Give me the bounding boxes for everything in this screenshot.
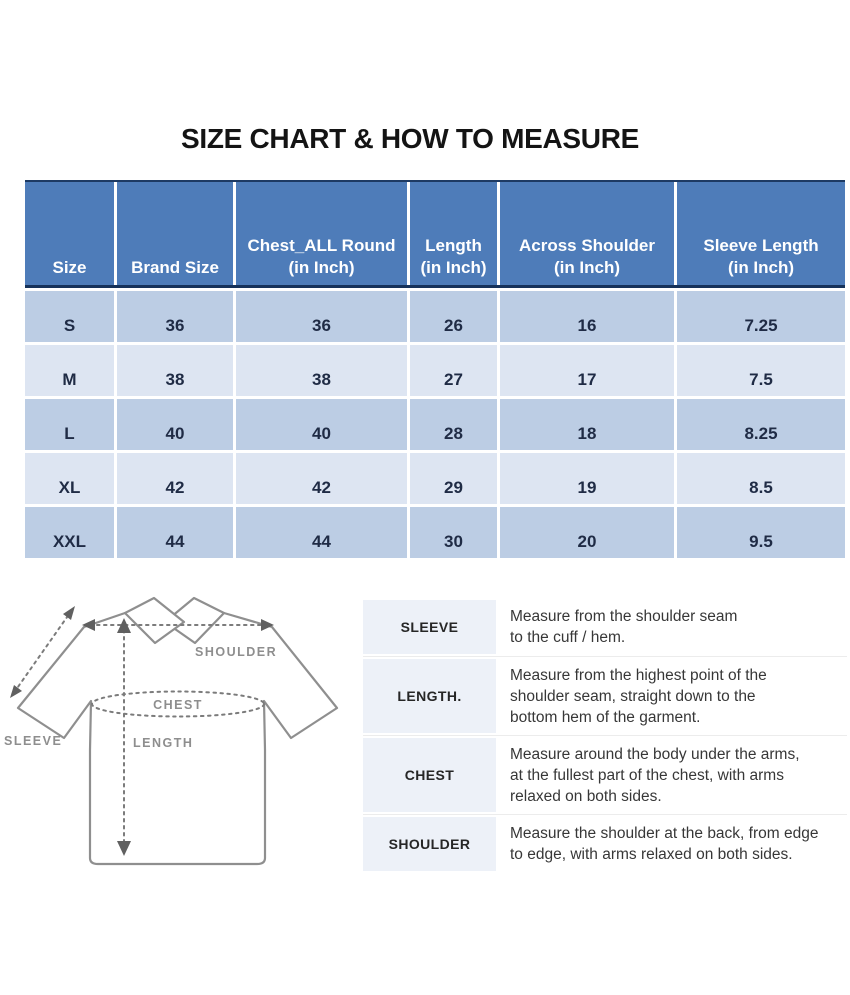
guide-description: Measure from the highest point of the sh… bbox=[496, 657, 847, 735]
column-header-label: Length bbox=[425, 235, 482, 255]
table-cell: 26 bbox=[410, 291, 497, 342]
table-cell: 38 bbox=[236, 345, 407, 396]
column-header-label: Brand Size bbox=[131, 257, 219, 277]
guide-description-line: to the cuff / hem. bbox=[510, 629, 626, 646]
table-cell: 40 bbox=[117, 399, 233, 450]
table-row-s: S 36 36 26 16 7.25 bbox=[25, 291, 845, 342]
column-header-label: Size bbox=[52, 257, 87, 277]
guide-term: LENGTH. bbox=[363, 659, 496, 733]
table-row-xl: XL 42 42 29 19 8.5 bbox=[25, 453, 845, 504]
sleeve-label: SLEEVE bbox=[4, 734, 62, 748]
table-cell: 42 bbox=[117, 453, 233, 504]
size-chart-header-row: Size Brand Size Chest_ALL Round (in Inch… bbox=[25, 180, 845, 288]
guide-description-line: bottom hem of the garment. bbox=[510, 708, 701, 726]
guide-description-line: Measure from the highest point of the bbox=[510, 666, 767, 684]
column-header-unit: (in Inch) bbox=[553, 257, 621, 277]
chest-label: CHEST bbox=[153, 698, 203, 712]
length-label: LENGTH bbox=[133, 736, 193, 750]
shirt-measure-diagram: SHOULDER CHEST LENGTH SLEEVE bbox=[2, 580, 358, 876]
shirt-diagram-svg: SHOULDER CHEST LENGTH SLEEVE bbox=[4, 596, 339, 866]
table-cell: 8.5 bbox=[677, 453, 845, 504]
column-header-length: Length (in Inch) bbox=[410, 182, 497, 285]
table-cell: 8.25 bbox=[677, 399, 845, 450]
table-cell: 16 bbox=[500, 291, 674, 342]
table-cell: 20 bbox=[500, 507, 674, 558]
table-cell: 17 bbox=[500, 345, 674, 396]
table-cell: 42 bbox=[236, 453, 407, 504]
guide-row-length: LENGTH. Measure from the highest point o… bbox=[363, 656, 847, 735]
table-cell: L bbox=[25, 399, 114, 450]
guide-description-line: Measure the shoulder at the back, from e… bbox=[510, 825, 819, 842]
table-cell: 7.5 bbox=[677, 345, 845, 396]
table-cell: M bbox=[25, 345, 114, 396]
guide-description-line: relaxed on both sides. bbox=[510, 787, 662, 805]
table-cell: 38 bbox=[117, 345, 233, 396]
arrowhead-icons bbox=[10, 606, 274, 856]
table-cell: 36 bbox=[236, 291, 407, 342]
guide-description: Measure from the shoulder seam to the cu… bbox=[496, 598, 847, 656]
column-header-sleeve-length: Sleeve Length (in Inch) bbox=[677, 182, 845, 285]
guide-description: Measure around the body under the arms, … bbox=[496, 736, 847, 814]
guide-term: SLEEVE bbox=[363, 600, 496, 654]
shirt-outline bbox=[16, 611, 339, 866]
column-header-label: Sleeve Length bbox=[703, 235, 819, 255]
guide-row-sleeve: SLEEVE Measure from the shoulder seam to… bbox=[363, 598, 847, 656]
guide-term: SHOULDER bbox=[363, 817, 496, 871]
page-title: SIZE CHART & HOW TO MEASURE bbox=[180, 123, 640, 154]
column-header-across-shoulder: Across Shoulder (in Inch) bbox=[500, 182, 674, 285]
table-row-xxl: XXL 44 44 30 20 9.5 bbox=[25, 507, 845, 558]
measurement-dotted-lines bbox=[12, 609, 267, 849]
table-cell: 44 bbox=[117, 507, 233, 558]
table-cell: 36 bbox=[117, 291, 233, 342]
column-header-chest: Chest_ALL Round (in Inch) bbox=[236, 182, 407, 285]
guide-row-chest: CHEST Measure around the body under the … bbox=[363, 735, 847, 814]
table-row-m: M 38 38 27 17 7.5 bbox=[25, 345, 845, 396]
column-header-brand-size: Brand Size bbox=[117, 182, 233, 285]
table-cell: 9.5 bbox=[677, 507, 845, 558]
guide-description-line: shoulder seam, straight down to the bbox=[510, 687, 756, 705]
table-cell: 29 bbox=[410, 453, 497, 504]
table-cell: 18 bbox=[500, 399, 674, 450]
collar-icon bbox=[123, 596, 226, 645]
column-header-unit: (in Inch) bbox=[420, 257, 487, 277]
table-cell: 27 bbox=[410, 345, 497, 396]
guide-description-line: Measure from the shoulder seam bbox=[510, 608, 738, 625]
table-cell: 30 bbox=[410, 507, 497, 558]
measure-guide: SLEEVE Measure from the shoulder seam to… bbox=[363, 598, 847, 873]
column-header-unit: (in Inch) bbox=[727, 257, 795, 277]
guide-description-line: Measure around the body under the arms, bbox=[510, 745, 800, 763]
shoulder-label: SHOULDER bbox=[195, 645, 277, 659]
table-cell: S bbox=[25, 291, 114, 342]
chest-measure-ellipse bbox=[91, 690, 265, 718]
column-header-unit: (in Inch) bbox=[288, 257, 355, 277]
sleeve-measure-line bbox=[12, 609, 73, 695]
guide-description: Measure the shoulder at the back, from e… bbox=[496, 815, 847, 873]
size-chart-table: Size Brand Size Chest_ALL Round (in Inch… bbox=[25, 180, 845, 558]
guide-term: CHEST bbox=[363, 738, 496, 812]
column-header-label: Across Shoulder bbox=[518, 235, 656, 255]
table-cell: 28 bbox=[410, 399, 497, 450]
guide-row-shoulder: SHOULDER Measure the shoulder at the bac… bbox=[363, 814, 847, 873]
table-cell: 40 bbox=[236, 399, 407, 450]
column-header-label: Chest_ALL Round bbox=[247, 235, 396, 255]
guide-description-line: at the fullest part of the chest, with a… bbox=[510, 766, 784, 784]
table-cell: 19 bbox=[500, 453, 674, 504]
size-chart-body: S 36 36 26 16 7.25 M 38 38 27 17 7.5 L 4… bbox=[25, 291, 845, 558]
table-cell: XL bbox=[25, 453, 114, 504]
table-cell: 7.25 bbox=[677, 291, 845, 342]
table-cell: XXL bbox=[25, 507, 114, 558]
table-cell: 44 bbox=[236, 507, 407, 558]
table-row-l: L 40 40 28 18 8.25 bbox=[25, 399, 845, 450]
column-header-size: Size bbox=[25, 182, 114, 285]
guide-description-line: to edge, with arms relaxed on both sides… bbox=[510, 846, 793, 863]
